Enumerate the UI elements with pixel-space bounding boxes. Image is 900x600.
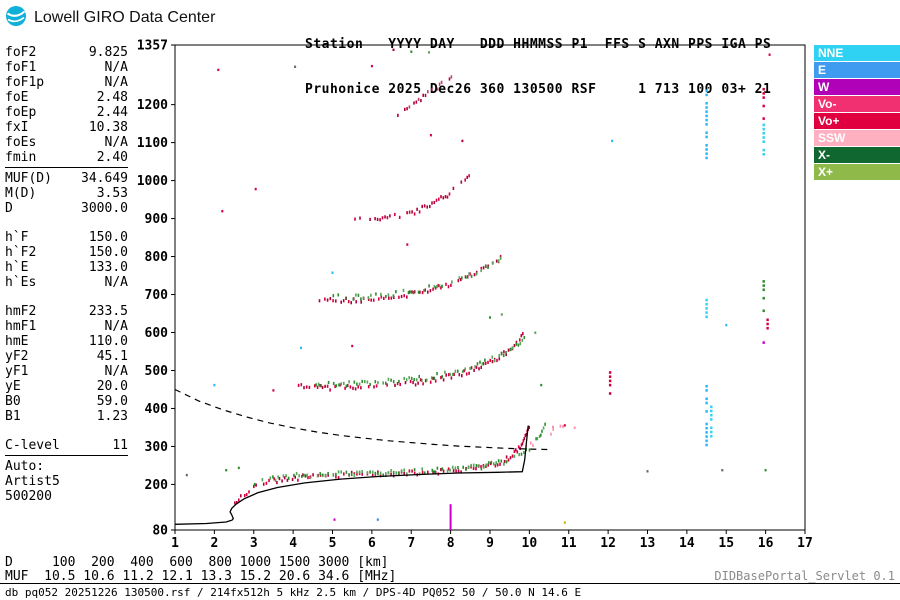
- svg-text:15: 15: [718, 536, 734, 551]
- measurement-info-line: db pq052 20251226 130500.rsf / 214fx512h…: [5, 586, 582, 599]
- parameter-panel: foF2 9.825 foF1 N/A foF1p N/A foE 2.48 foEp 2.44 f…: [5, 45, 128, 518]
- param-row: h`F 150.0: [5, 230, 128, 245]
- logo-title: Lowell GIRO Data Center: [34, 9, 216, 26]
- svg-text:7: 7: [407, 536, 415, 551]
- param-row: Auto:: [5, 459, 45, 474]
- param-row: foEp 2.44: [5, 105, 128, 120]
- svg-text:700: 700: [145, 288, 169, 303]
- legend-item-nne: NNE: [814, 45, 900, 61]
- giro-globe-icon: [5, 5, 27, 31]
- svg-text:13: 13: [640, 536, 656, 551]
- servlet-version-label: DIDBasePortal_Servlet 0.1: [714, 569, 895, 583]
- svg-text:200: 200: [145, 478, 169, 493]
- svg-text:10: 10: [522, 536, 538, 551]
- svg-text:16: 16: [758, 536, 774, 551]
- legend-item-ssw: SSW: [814, 130, 900, 146]
- svg-text:17: 17: [797, 536, 813, 551]
- footer-divider: [0, 583, 900, 584]
- svg-text:3: 3: [250, 536, 258, 551]
- muf-transmission-curve: [174, 388, 550, 451]
- svg-text:600: 600: [145, 326, 169, 341]
- legend-item-x: X+: [814, 164, 900, 180]
- legend-item-vo: Vo+: [814, 113, 900, 129]
- param-row: yF1 N/A: [5, 364, 128, 379]
- svg-text:2: 2: [210, 536, 218, 551]
- param-row: hmE 110.0: [5, 334, 128, 349]
- svg-text:1: 1: [171, 536, 179, 551]
- svg-text:400: 400: [145, 402, 169, 417]
- param-row: fxI 10.38: [5, 120, 128, 135]
- param-row: h`E 133.0: [5, 260, 128, 275]
- param-row: B0 59.0: [5, 394, 128, 409]
- true-height-profile-line: [174, 425, 529, 525]
- param-row: foF2 9.825: [5, 45, 128, 60]
- svg-text:6: 6: [368, 536, 376, 551]
- svg-text:5: 5: [329, 536, 337, 551]
- param-row: foE 2.48: [5, 90, 128, 105]
- param-row: yF2 45.1: [5, 349, 128, 364]
- svg-text:1000: 1000: [137, 174, 168, 189]
- svg-text:1357: 1357: [137, 39, 168, 54]
- svg-text:300: 300: [145, 440, 169, 455]
- svg-text:1100: 1100: [137, 136, 168, 151]
- param-row: fmin 2.40: [5, 150, 128, 165]
- legend-item-e: E: [814, 62, 900, 78]
- param-row: D 3000.0: [5, 201, 128, 216]
- lowell-giro-logo: Lowell GIRO Data Center: [5, 5, 215, 31]
- svg-text:900: 900: [145, 212, 169, 227]
- param-row: foF1p N/A: [5, 75, 128, 90]
- svg-text:9: 9: [486, 536, 494, 551]
- param-row: h`Es N/A: [5, 275, 128, 290]
- param-row: 500200: [5, 489, 52, 504]
- param-row: MUF(D) 34.649: [5, 171, 128, 186]
- svg-text:8: 8: [447, 536, 455, 551]
- svg-text:14: 14: [679, 536, 695, 551]
- svg-text:11: 11: [561, 536, 577, 551]
- param-row: foF1 N/A: [5, 60, 128, 75]
- rfi-strips: [449, 87, 769, 530]
- svg-text:4: 4: [289, 536, 297, 551]
- param-row: yE 20.0: [5, 379, 128, 394]
- param-row: M(D) 3.53: [5, 186, 128, 201]
- param-row: foEs N/A: [5, 135, 128, 150]
- svg-text:1200: 1200: [137, 98, 168, 113]
- echo-traces: [234, 75, 564, 505]
- distance-row: D 100 200 400 600 800 1000 1500 3000 [km…: [5, 555, 389, 570]
- svg-text:80: 80: [152, 524, 168, 539]
- svg-text:800: 800: [145, 250, 169, 265]
- doppler-direction-legend: NNE E W Vo- Vo+ SSW X- X+: [814, 45, 900, 181]
- station-header-labels: Station YYYY DAY DDD HHMMSS P1 FFS S AXN…: [305, 37, 772, 52]
- param-row: hmF1 N/A: [5, 319, 128, 334]
- svg-text:12: 12: [600, 536, 616, 551]
- legend-item-x: X-: [814, 147, 900, 163]
- svg-text:500: 500: [145, 364, 169, 379]
- legend-item-vo: Vo-: [814, 96, 900, 112]
- station-header-values: Pruhonice 2025 Dec26 360 130500 RSF 1 71…: [305, 82, 772, 97]
- param-row: Artist5: [5, 474, 60, 489]
- param-row: C-level 11: [5, 438, 128, 453]
- param-row: hmF2 233.5: [5, 304, 128, 319]
- param-row: h`F2 150.0: [5, 245, 128, 260]
- station-header: Station YYYY DAY DDD HHMMSS P1 FFS S AXN…: [305, 7, 771, 127]
- muf-row: MUF 10.5 10.6 11.2 12.1 13.3 15.2 20.6 3…: [5, 569, 397, 584]
- legend-item-w: W: [814, 79, 900, 95]
- param-row: B1 1.23: [5, 409, 128, 424]
